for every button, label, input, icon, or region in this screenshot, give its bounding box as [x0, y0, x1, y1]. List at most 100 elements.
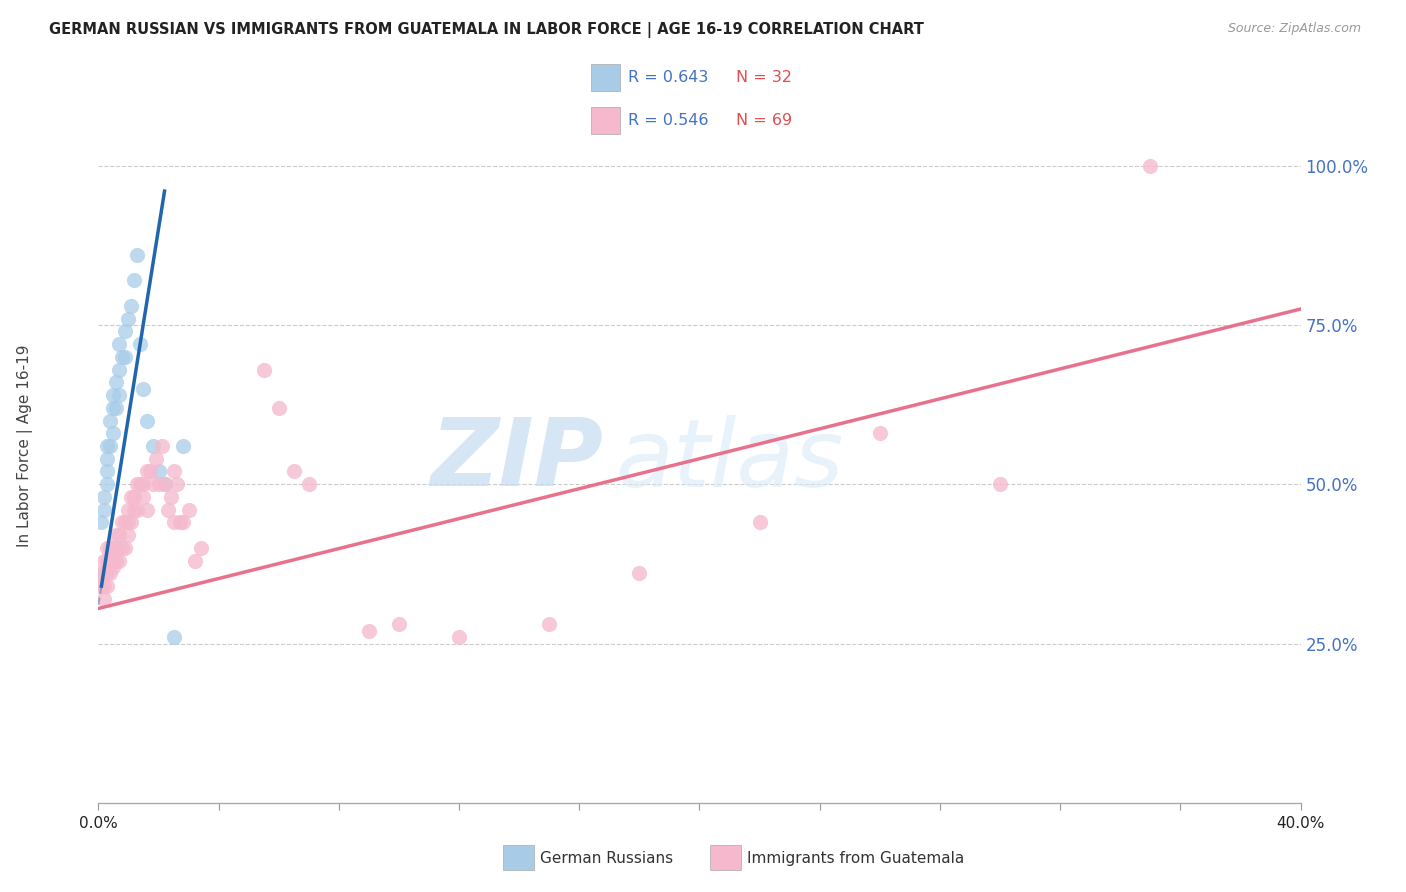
Point — [162, 516, 184, 530]
Point — [100, 541, 122, 555]
Point — [132, 477, 155, 491]
Point — [124, 273, 146, 287]
Point — [447, 630, 470, 644]
Point — [114, 324, 136, 338]
Point — [156, 502, 179, 516]
Point — [121, 490, 143, 504]
Point — [103, 388, 125, 402]
Point — [538, 617, 561, 632]
Point — [138, 465, 160, 479]
Point — [153, 477, 176, 491]
Bar — [591, 64, 620, 91]
Point — [124, 490, 146, 504]
Point — [628, 566, 651, 581]
Point — [298, 477, 321, 491]
Point — [150, 439, 173, 453]
Point — [105, 376, 128, 390]
Point — [108, 554, 131, 568]
Point — [153, 477, 176, 491]
Point — [162, 630, 184, 644]
Point — [105, 554, 128, 568]
Point — [103, 554, 125, 568]
Point — [172, 439, 194, 453]
Point — [148, 465, 170, 479]
Point — [93, 502, 115, 516]
Text: Source: ZipAtlas.com: Source: ZipAtlas.com — [1227, 22, 1361, 36]
Point — [111, 350, 134, 364]
Point — [148, 477, 170, 491]
Point — [103, 560, 125, 574]
Point — [124, 502, 146, 516]
Point — [103, 401, 125, 415]
Text: ZIP: ZIP — [430, 414, 603, 507]
Point — [357, 624, 380, 638]
Point — [93, 490, 115, 504]
Point — [388, 617, 411, 632]
Point — [127, 477, 149, 491]
Text: GERMAN RUSSIAN VS IMMIGRANTS FROM GUATEMALA IN LABOR FORCE | AGE 16-19 CORRELATI: GERMAN RUSSIAN VS IMMIGRANTS FROM GUATEM… — [49, 22, 924, 38]
Point — [177, 502, 200, 516]
Text: 0.0%: 0.0% — [79, 816, 118, 830]
Point — [108, 337, 131, 351]
Point — [96, 579, 118, 593]
Point — [129, 477, 152, 491]
Point — [100, 554, 122, 568]
Point — [103, 541, 125, 555]
Point — [100, 566, 122, 581]
Text: N = 69: N = 69 — [737, 113, 792, 128]
Point — [135, 413, 157, 427]
Point — [121, 516, 143, 530]
Point — [267, 401, 290, 415]
Point — [129, 337, 152, 351]
Point — [114, 516, 136, 530]
Point — [90, 573, 112, 587]
Point — [117, 516, 139, 530]
Point — [145, 451, 167, 466]
Point — [96, 541, 118, 555]
Point — [183, 554, 205, 568]
Point — [283, 465, 305, 479]
Point — [96, 465, 118, 479]
Point — [105, 541, 128, 555]
Point — [93, 591, 115, 606]
Text: R = 0.643: R = 0.643 — [627, 70, 709, 85]
Point — [114, 541, 136, 555]
Point — [117, 528, 139, 542]
Point — [90, 579, 112, 593]
Point — [127, 502, 149, 516]
Point — [90, 566, 112, 581]
Point — [748, 516, 770, 530]
Point — [108, 362, 131, 376]
Point — [100, 413, 122, 427]
Bar — [591, 107, 620, 134]
Point — [114, 350, 136, 364]
Point — [141, 477, 163, 491]
Point — [105, 528, 128, 542]
Point — [169, 516, 191, 530]
Point — [105, 401, 128, 415]
Point — [117, 502, 139, 516]
Point — [96, 451, 118, 466]
Text: Immigrants from Guatemala: Immigrants from Guatemala — [747, 851, 965, 865]
Point — [132, 490, 155, 504]
Point — [103, 426, 125, 441]
Point — [159, 490, 181, 504]
Text: R = 0.546: R = 0.546 — [627, 113, 709, 128]
Point — [162, 465, 184, 479]
Point — [869, 426, 891, 441]
Point — [253, 362, 276, 376]
Text: In Labor Force | Age 16-19: In Labor Force | Age 16-19 — [17, 344, 34, 548]
Text: 40.0%: 40.0% — [1277, 816, 1324, 830]
Point — [108, 388, 131, 402]
Point — [96, 554, 118, 568]
Point — [111, 541, 134, 555]
Text: German Russians: German Russians — [540, 851, 673, 865]
Point — [93, 554, 115, 568]
Point — [121, 299, 143, 313]
Point — [166, 477, 188, 491]
Point — [96, 439, 118, 453]
Point — [90, 516, 112, 530]
Point — [96, 566, 118, 581]
Point — [96, 477, 118, 491]
Point — [988, 477, 1011, 491]
